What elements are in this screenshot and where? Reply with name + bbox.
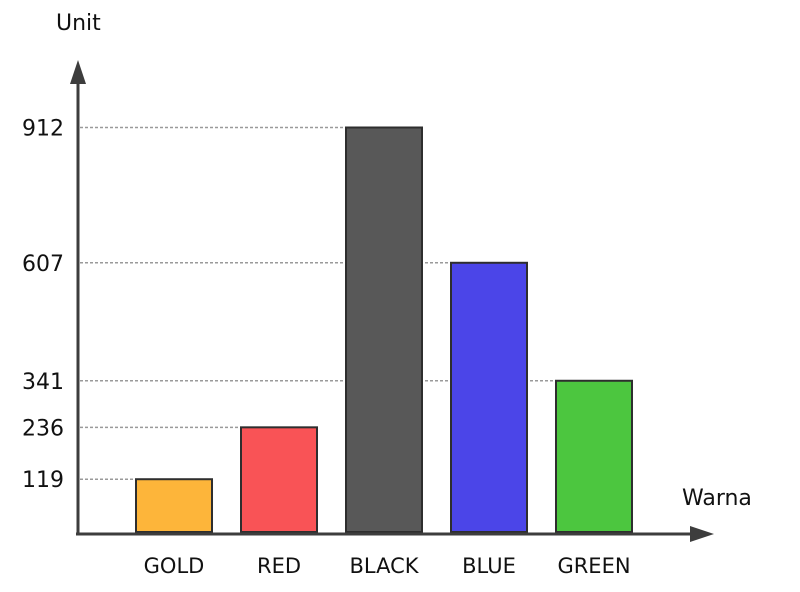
bar-gold — [135, 478, 213, 534]
x-axis-title: Warna — [682, 486, 752, 511]
bars — [135, 126, 633, 534]
x-axis-arrow-icon — [690, 526, 714, 542]
x-category-label: GOLD — [144, 554, 205, 578]
x-category-label: GREEN — [557, 554, 630, 578]
bar-blue — [450, 261, 528, 533]
bar-black — [345, 126, 423, 533]
y-tick-label: 341 — [22, 370, 64, 395]
y-tick-label: 607 — [22, 252, 64, 277]
y-tick-label: 119 — [22, 468, 64, 493]
bar-green — [555, 379, 633, 534]
x-category-label: RED — [257, 554, 301, 578]
x-category-label: BLACK — [349, 554, 419, 578]
y-tick-label: 912 — [22, 117, 64, 142]
tick-labels: 119 236 341 607 912 GOLD RED BLACK BLUE GREEN — [22, 117, 631, 579]
y-tick-label: 236 — [22, 416, 64, 441]
bar-red — [240, 426, 318, 533]
y-axis-title: Unit — [56, 11, 101, 36]
axes — [70, 60, 714, 542]
y-axis-arrow-icon — [70, 60, 86, 84]
x-category-label: BLUE — [462, 554, 516, 578]
